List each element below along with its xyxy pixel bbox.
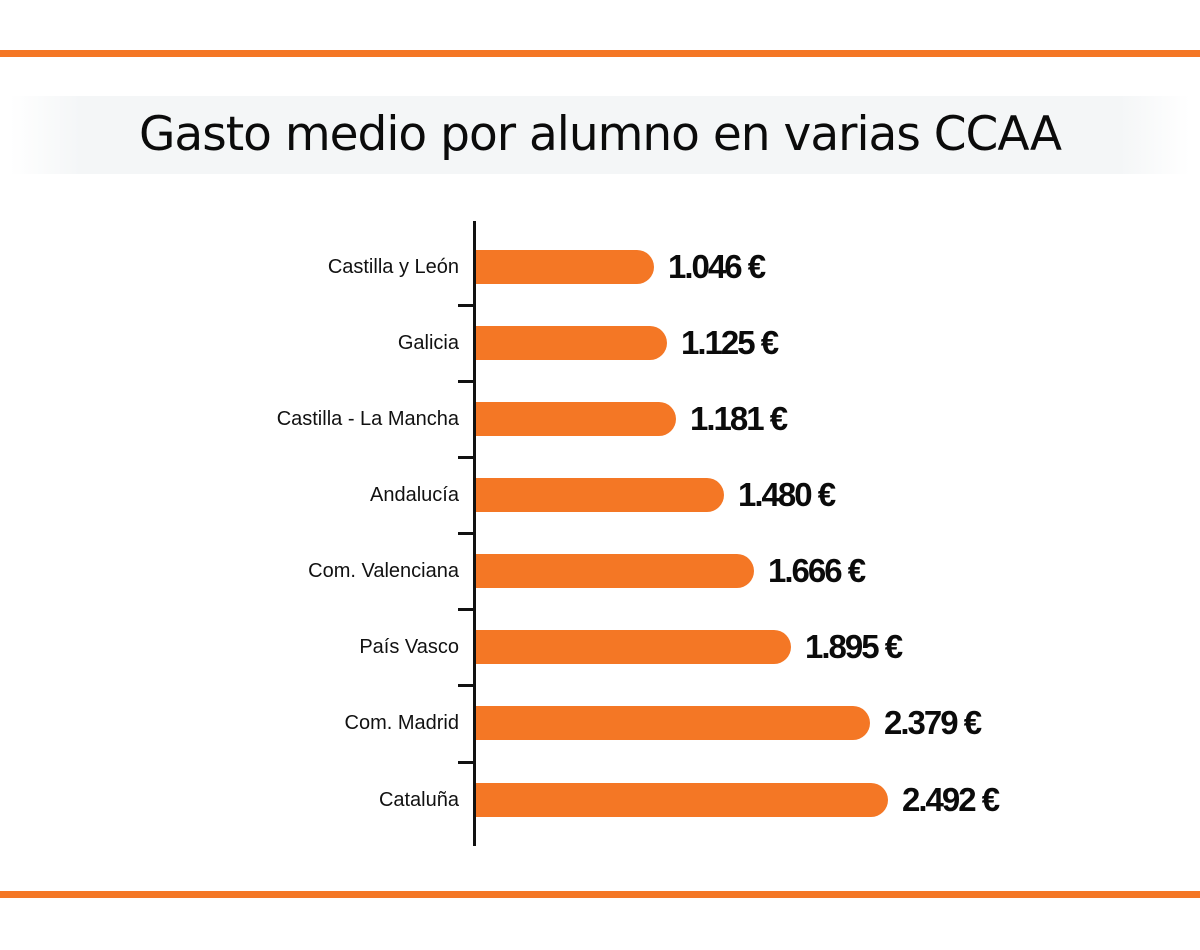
bar-row: Castilla y León 1.046 € <box>0 248 1200 285</box>
bottom-orange-rule <box>0 891 1200 898</box>
bar-row: Cataluña 2.492 € <box>0 781 1200 818</box>
bar <box>476 706 870 740</box>
category-label: País Vasco <box>359 636 459 658</box>
axis-tick <box>458 684 475 687</box>
axis-tick <box>458 304 475 307</box>
axis-tick <box>458 608 475 611</box>
title-band <box>10 96 1190 174</box>
value-label: 1.046 € <box>668 248 766 285</box>
bar <box>476 554 754 588</box>
value-label: 1.125 € <box>681 324 779 361</box>
top-orange-rule <box>0 50 1200 57</box>
bar <box>476 630 791 664</box>
axis-tick <box>458 761 475 764</box>
bar-row: Andalucía 1.480 € <box>0 476 1200 513</box>
category-label: Andalucía <box>370 484 459 506</box>
bar <box>476 402 676 436</box>
category-label: Cataluña <box>378 789 459 811</box>
axis-tick <box>458 380 475 383</box>
category-label: Galicia <box>397 332 459 354</box>
bar-row: Castilla - La Mancha 1.181 € <box>0 400 1200 437</box>
value-label: 1.181 € <box>690 400 788 437</box>
value-label: 1.480 € <box>738 476 836 513</box>
category-label: Com. Madrid <box>344 712 459 734</box>
bar <box>476 326 667 360</box>
axis-tick <box>458 532 475 535</box>
bar-row: Galicia 1.125 € <box>0 324 1200 361</box>
value-label: 1.895 € <box>805 628 903 665</box>
category-label: Com. Valenciana <box>308 560 459 582</box>
chart-title: Gasto medio por alumno en varias CCAA <box>138 107 1062 162</box>
value-label: 2.492 € <box>902 781 1000 818</box>
bar-row: País Vasco 1.895 € <box>0 628 1200 665</box>
bar-row: Com. Valenciana 1.666 € <box>0 552 1200 589</box>
axis-tick <box>458 456 475 459</box>
category-label: Castilla y León <box>327 256 459 278</box>
category-label: Castilla - La Mancha <box>276 408 459 430</box>
bar-row: Com. Madrid 2.379 € <box>0 704 1200 741</box>
bar <box>476 783 888 817</box>
bar <box>476 250 654 284</box>
bar <box>476 478 724 512</box>
value-label: 2.379 € <box>884 704 982 741</box>
value-label: 1.666 € <box>768 552 866 589</box>
